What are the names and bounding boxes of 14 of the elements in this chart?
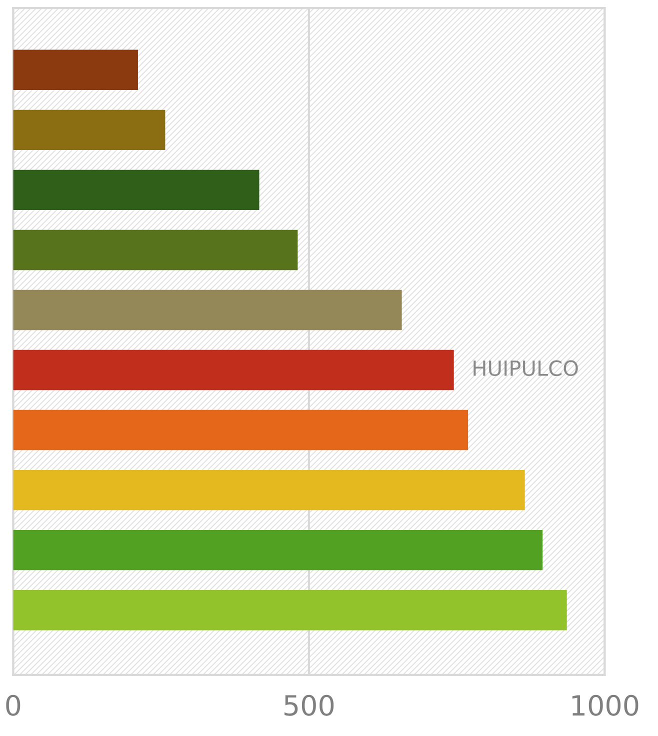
bar (13, 170, 260, 210)
bar (13, 470, 525, 510)
bar (13, 110, 166, 150)
bar (13, 410, 468, 450)
bar (13, 530, 543, 570)
x-tick-label: 1000 (572, 694, 638, 716)
x-tick-label: 0 (6, 694, 20, 716)
bar (13, 230, 298, 270)
bar (13, 290, 402, 330)
bar (13, 50, 138, 90)
bar (13, 350, 454, 390)
y-tick-label: HUIPULCO (474, 360, 578, 376)
x-tick-label: 500 (284, 694, 334, 716)
bar (13, 590, 567, 630)
